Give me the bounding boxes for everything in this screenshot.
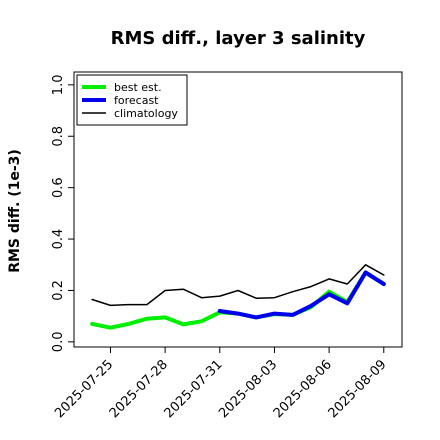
y-tick-label: 0.0 <box>51 332 66 353</box>
legend-label: climatology <box>114 107 178 120</box>
x-axis-ticks: 2025-07-252025-07-282025-07-312025-08-03… <box>52 347 390 421</box>
y-tick-label: 0.8 <box>51 126 66 147</box>
x-tick-label: 2025-08-09 <box>326 357 390 421</box>
y-tick-label: 0.2 <box>51 280 66 301</box>
y-axis-label: RMS diff. (1e-3) <box>7 149 23 273</box>
y-tick-label: 1.0 <box>51 75 66 96</box>
y-tick-label: 0.6 <box>51 177 66 198</box>
plot-frame <box>73 71 403 348</box>
series-layer <box>90 264 386 330</box>
legend-label: forecast <box>114 94 159 107</box>
y-tick-label: 0.4 <box>51 229 66 250</box>
series-line-forecast <box>217 270 386 320</box>
chart-title: RMS diff., layer 3 salinity <box>111 28 366 49</box>
legend-label: best est. <box>114 81 162 94</box>
series-line-climatology <box>91 264 385 307</box>
y-axis-ticks: 0.0 0.2 0.4 0.6 0.8 1.0 <box>51 75 74 353</box>
